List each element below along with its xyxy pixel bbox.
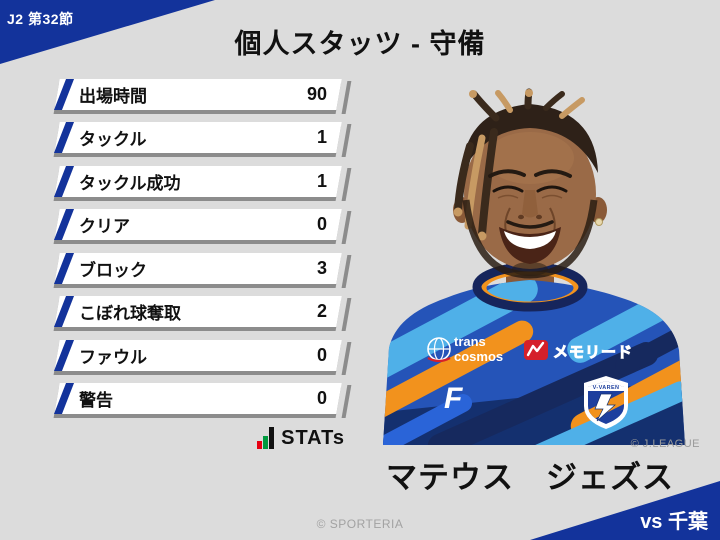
svg-text:V-VAREN: V-VAREN xyxy=(593,385,620,391)
stat-value: 0 xyxy=(316,388,327,408)
stat-value: 2 xyxy=(316,301,327,321)
stat-label: ブロック xyxy=(79,261,147,280)
stat-row: タックル 1 xyxy=(53,122,342,153)
stat-value: 0 xyxy=(316,345,327,365)
stat-label: クリア xyxy=(79,217,130,236)
page-title: 個人スタッツ - 守備 xyxy=(234,29,486,59)
stat-value: 1 xyxy=(316,127,327,147)
stat-label: ファウル xyxy=(79,348,147,367)
smile xyxy=(499,220,561,264)
svg-text:trans: trans xyxy=(454,334,486,349)
dreadlocks-top xyxy=(469,88,585,122)
stat-row: 警告 0 xyxy=(53,383,342,414)
v-varen-crest: V-VAREN xyxy=(584,376,628,429)
sporteria-credit: © SPORTERIA xyxy=(316,517,404,531)
stats-chart-icon xyxy=(257,427,275,449)
stat-value: 1 xyxy=(316,171,327,191)
opponent-label: vs 千葉 xyxy=(640,511,708,533)
player-name: マテウス ジェズス xyxy=(386,460,674,495)
chart-bar-green xyxy=(263,436,268,449)
stat-label: タックル成功 xyxy=(79,174,181,193)
stat-label: こぼれ球奪取 xyxy=(79,304,181,323)
player-photo: trans cosmos メモリード F V-VAREN xyxy=(383,88,685,445)
stat-row: ファウル 0 xyxy=(53,340,342,371)
match-round-label: J2 第32節 xyxy=(7,11,74,27)
memoread-logo: メモリード xyxy=(524,340,633,361)
chart-bar-black xyxy=(269,427,275,449)
trans-cosmos-logo: trans cosmos xyxy=(427,334,503,364)
chart-bar-red xyxy=(257,441,262,449)
stat-row: クリア 0 xyxy=(53,209,342,240)
stat-row: ブロック 3 xyxy=(53,253,342,284)
stats-logo-text: STATs xyxy=(281,427,345,449)
stat-value: 90 xyxy=(306,84,327,104)
stat-label: 警告 xyxy=(79,391,113,410)
smiling-eyes xyxy=(492,185,524,193)
stat-value: 3 xyxy=(316,258,327,278)
stat-row: こぼれ球奪取 2 xyxy=(53,296,342,327)
lightning-bolt-icon xyxy=(594,393,616,422)
jleague-credit: © J.LEAGUE xyxy=(630,438,700,450)
stat-value: 0 xyxy=(316,214,327,234)
stat-label: 出場時間 xyxy=(79,87,147,106)
svg-text:cosmos: cosmos xyxy=(454,349,503,364)
f-sponsor-logo: F xyxy=(444,382,463,415)
earring xyxy=(595,218,603,226)
player-face xyxy=(453,88,598,279)
stats-logo: STATs xyxy=(257,425,345,449)
stat-label: タックル xyxy=(79,130,147,149)
stat-row: 出場時間 90 xyxy=(53,79,342,110)
svg-text:メモリード: メモリード xyxy=(553,344,633,361)
stat-row: タックル成功 1 xyxy=(53,166,342,197)
